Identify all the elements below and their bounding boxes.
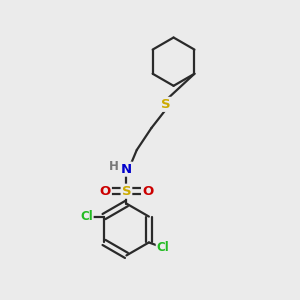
Text: N: N	[121, 163, 132, 176]
Text: S: S	[122, 185, 131, 198]
Text: O: O	[100, 185, 111, 198]
Text: H: H	[109, 160, 119, 173]
Text: O: O	[142, 185, 153, 198]
Text: Cl: Cl	[80, 210, 93, 223]
Text: Cl: Cl	[157, 241, 169, 254]
Text: S: S	[161, 98, 171, 111]
